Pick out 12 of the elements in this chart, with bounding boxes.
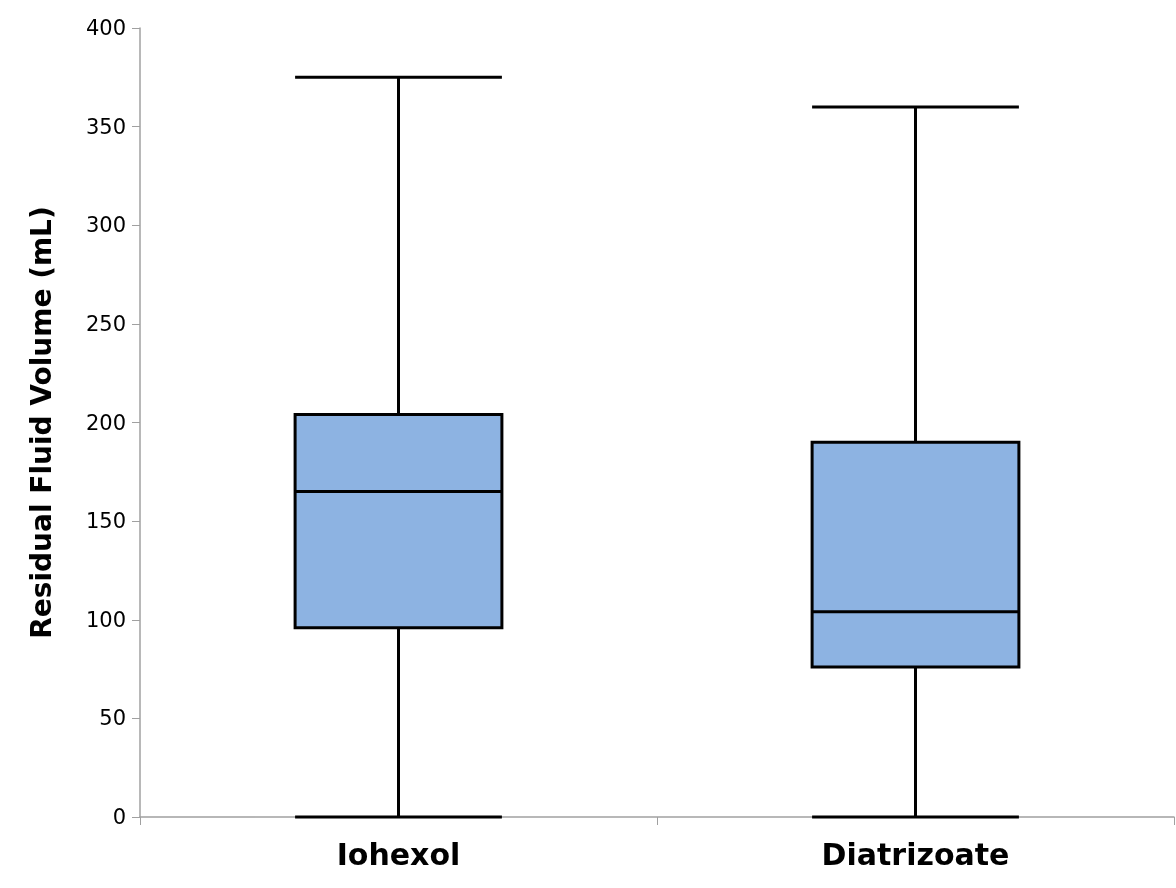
y-tick-label: 100 [85,607,126,632]
y-tick-label: 200 [85,410,126,435]
y-tick-label: 400 [85,16,126,40]
y-axis-title: Residual Fluid Volume (mL) [24,206,58,639]
y-tick-label: 0 [112,805,126,829]
y-tick-label: 250 [85,311,126,336]
x-tick-label: Diatrizoate [821,836,1010,872]
y-tick-label: 150 [85,509,126,534]
y-tick-label: 300 [85,213,126,238]
x-tick-label: Iohexol [336,836,461,872]
y-tick-label: 350 [85,114,126,139]
y-tick-label: 50 [99,706,126,731]
